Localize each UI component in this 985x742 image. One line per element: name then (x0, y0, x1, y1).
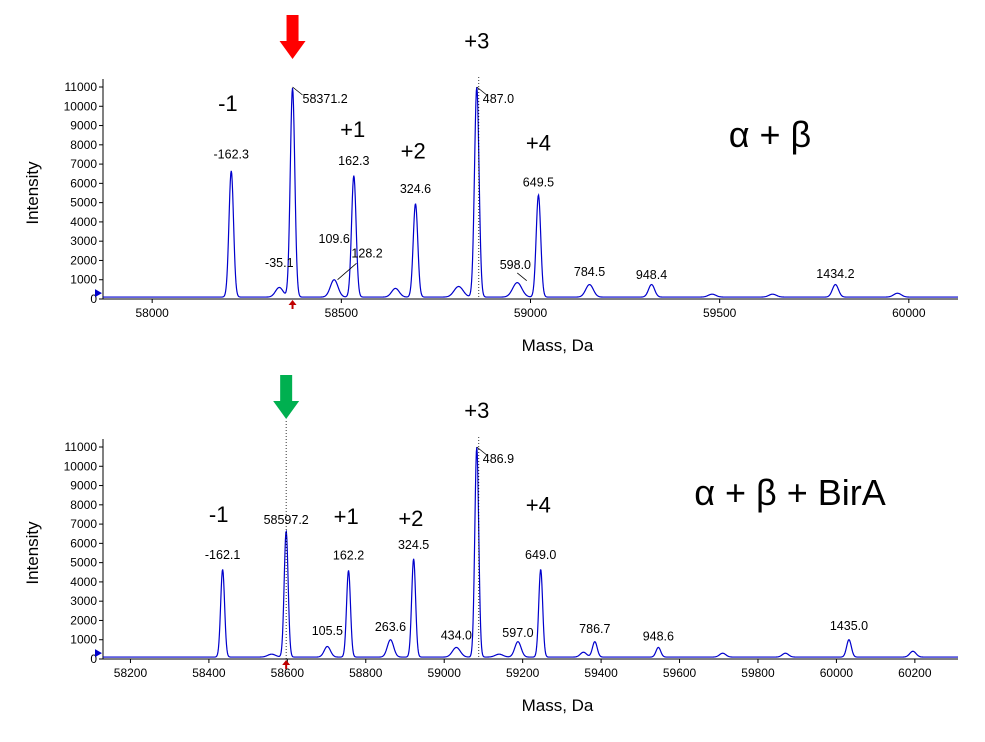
x-tick-label: 59500 (703, 306, 737, 320)
peak-label: -162.3 (214, 147, 249, 161)
y-tick-label: 8000 (70, 138, 97, 152)
peak-label: 162.2 (333, 549, 364, 563)
x-tick-label: 59000 (428, 666, 462, 680)
y-tick-label: 2000 (70, 613, 97, 627)
x-tick-label: 59000 (514, 306, 548, 320)
x-axis-title: Mass, Da (522, 336, 594, 355)
y-tick-label: 7000 (70, 157, 97, 171)
y-tick-label: 4000 (70, 575, 97, 589)
x-tick-label: 59600 (663, 666, 697, 680)
y-tick-label: 5000 (70, 556, 97, 570)
y-tick-label: 3000 (70, 594, 97, 608)
charge-state-label: +4 (526, 493, 551, 518)
peak-label: 948.4 (636, 268, 667, 282)
charge-state-label: +3 (464, 28, 489, 53)
spectrum-trace (103, 447, 958, 658)
plus3-leader-line (476, 446, 488, 456)
x-tick-label: 60000 (892, 306, 926, 320)
peak-label: 598.0 (500, 258, 531, 272)
charge-state-label: +1 (334, 504, 359, 529)
y-tick-label: 0 (90, 292, 97, 306)
x-tick-label: 59400 (584, 666, 618, 680)
condition-label: α + β (729, 114, 812, 155)
peak-label: -35.1 (265, 256, 294, 270)
y-tick-label: 10000 (64, 459, 98, 473)
plus3-mass-label: 486.9 (483, 452, 514, 466)
y-tick-label: 3000 (70, 234, 97, 248)
y-tick-label: 0 (90, 652, 97, 666)
y-tick-label: 5000 (70, 196, 97, 210)
y-tick-label: 6000 (70, 176, 97, 190)
y-tick-label: 11000 (65, 440, 98, 454)
condition-label: α + β + BirA (694, 472, 886, 513)
x-tick-label: 58600 (271, 666, 305, 680)
y-tick-label: 8000 (70, 498, 97, 512)
charge-state-label: -1 (218, 91, 238, 116)
x-tick-label: 58400 (192, 666, 226, 680)
x-axis-title: Mass, Da (522, 696, 594, 715)
y-axis-title: Intensity (23, 161, 42, 225)
y-tick-label: 6000 (70, 536, 97, 550)
peak-label: 786.7 (579, 622, 610, 636)
peak-label: 109.6 (319, 232, 350, 246)
plus3-leader-line (476, 86, 488, 96)
peak-label: 263.6 (375, 620, 406, 634)
x-tick-label: 58000 (135, 306, 169, 320)
charge-state-label: +1 (340, 117, 365, 142)
y-tick-label: 1000 (70, 273, 97, 287)
spectrum-trace (103, 86, 958, 298)
peak-label: 1434.2 (816, 267, 854, 281)
y-tick-label: 11000 (65, 80, 98, 94)
apex-mass-label: 58371.2 (303, 92, 348, 106)
down-arrow-icon (279, 15, 306, 59)
x-tick-label: 58500 (325, 306, 359, 320)
charge-state-label: +3 (464, 398, 489, 423)
plus3-mass-label: 487.0 (483, 92, 514, 106)
peak-label: 324.6 (400, 182, 431, 196)
y-tick-label: 1000 (70, 633, 97, 647)
peak-label: 649.5 (523, 175, 554, 189)
label-leader-line (517, 272, 527, 282)
cursor-marker-icon (288, 300, 297, 305)
x-tick-label: 59800 (741, 666, 775, 680)
cursor-marker-icon (282, 660, 291, 665)
y-tick-label: 7000 (70, 517, 97, 531)
cursor-marker-stem (285, 664, 288, 669)
x-tick-label: 60200 (898, 666, 932, 680)
y-tick-label: 2000 (70, 253, 97, 267)
peak-label: 784.5 (574, 265, 605, 279)
y-tick-label: 9000 (70, 119, 97, 133)
apex-leader-line (292, 86, 303, 96)
charge-state-label: +2 (398, 506, 423, 531)
peak-label: 162.3 (338, 154, 369, 168)
cursor-marker-stem (291, 304, 294, 309)
label-leader-line (337, 263, 357, 281)
x-tick-label: 60000 (820, 666, 854, 680)
baseline-marker-icon (95, 649, 102, 658)
peak-label: 324.5 (398, 538, 429, 552)
charge-state-label: +2 (401, 138, 426, 163)
x-tick-label: 58800 (349, 666, 383, 680)
y-axis-title: Intensity (23, 521, 42, 585)
peak-label: 649.0 (525, 548, 556, 562)
charge-state-label: -1 (209, 502, 229, 527)
peak-label: 948.6 (643, 630, 674, 644)
peak-label: 597.0 (502, 626, 533, 640)
charge-state-label: +4 (526, 131, 551, 156)
x-tick-label: 59200 (506, 666, 540, 680)
peak-label: -162.1 (205, 548, 240, 562)
y-tick-label: 4000 (70, 215, 97, 229)
down-arrow-icon (273, 375, 300, 419)
y-tick-label: 9000 (70, 479, 97, 493)
peak-label: 1435.0 (830, 619, 868, 633)
peak-label: 128.2 (351, 247, 382, 261)
peak-label: 105.5 (312, 624, 343, 638)
peak-label: 434.0 (441, 629, 472, 643)
x-tick-label: 58200 (114, 666, 148, 680)
baseline-marker-icon (95, 289, 102, 298)
y-tick-label: 10000 (64, 99, 98, 113)
